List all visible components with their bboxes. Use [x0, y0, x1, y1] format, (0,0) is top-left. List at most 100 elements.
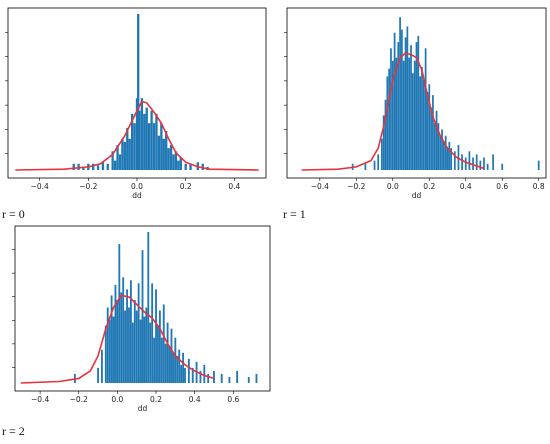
- panel-caption-r0: r = 0: [2, 207, 25, 221]
- histogram-bar: [112, 316, 115, 383]
- x-tick-label: −0.2: [70, 395, 88, 404]
- histogram-bar: [364, 163, 367, 170]
- histogram-bar: [236, 370, 239, 383]
- histogram-bar: [165, 131, 168, 170]
- histogram-bar: [139, 319, 142, 383]
- histogram-bar: [468, 151, 471, 170]
- histogram-bar: [138, 110, 141, 170]
- histogram-bar: [386, 76, 389, 170]
- histogram-bar: [168, 346, 171, 383]
- histogram-bar: [176, 355, 179, 383]
- histogram-bar: [106, 307, 109, 383]
- histogram-bar: [203, 364, 206, 383]
- histogram-bar: [439, 135, 442, 170]
- histogram-bar: [444, 135, 447, 170]
- histogram-bar: [390, 48, 392, 170]
- x-axis-label: dd: [132, 191, 142, 200]
- histogram-bar: [184, 367, 186, 383]
- x-tick-label: −0.4: [31, 395, 49, 404]
- histogram-bar: [442, 141, 445, 170]
- histogram-bar: [133, 123, 136, 170]
- histogram-bar: [72, 163, 75, 170]
- histogram-chart-r0: −0.4 −0.2 0.0 0.2 0.4 dd: [5, 7, 267, 200]
- x-tick-label: 0.4: [189, 395, 201, 404]
- histogram-bar: [135, 310, 138, 383]
- histogram-bar: [399, 17, 401, 171]
- histogram-panel-r0: −0.4 −0.2 0.0 0.2 0.4 dd: [0, 0, 270, 200]
- histogram-bar: [401, 29, 403, 170]
- histogram-bar: [475, 154, 478, 170]
- histogram-bar: [448, 141, 451, 170]
- histogram-bar: [393, 32, 396, 170]
- kde-curve: [301, 52, 485, 171]
- histogram-bar: [404, 37, 407, 171]
- histogram-bar: [410, 45, 412, 171]
- histogram-bar: [131, 322, 134, 383]
- x-tick-label: −0.2: [347, 182, 365, 191]
- histogram-bar: [428, 84, 431, 170]
- histogram-bar: [96, 165, 100, 170]
- histogram-bar: [101, 349, 103, 383]
- histogram-bar: [377, 154, 380, 170]
- histogram-bar: [118, 154, 122, 170]
- histogram-bar: [199, 370, 202, 383]
- x-tick-label: 0.4: [460, 182, 472, 191]
- histogram-bar: [255, 373, 258, 383]
- histogram-bar: [441, 129, 443, 170]
- histogram-bar: [157, 325, 159, 383]
- histogram-bar: [184, 163, 187, 170]
- histogram-bar: [143, 113, 146, 170]
- histogram-panel-r1: −0.4 −0.2 0.0 0.2 0.4 0.6 0.8 dd: [283, 0, 550, 205]
- histogram-bar: [114, 284, 117, 383]
- x-tick-label: 0.0: [131, 182, 143, 191]
- histogram-bar: [162, 138, 165, 170]
- histogram-bar: [145, 107, 148, 170]
- x-tick-label: −0.4: [31, 182, 49, 191]
- x-axis-label: dd: [412, 191, 422, 200]
- x-tick-label: 0.8: [533, 182, 545, 191]
- histogram-bar: [174, 337, 177, 383]
- histogram-bar: [155, 113, 158, 170]
- histogram-bar: [166, 322, 169, 383]
- histogram-bar: [167, 148, 170, 170]
- histogram-bar: [417, 35, 420, 171]
- histogram-bar: [153, 337, 156, 383]
- histogram-bar: [220, 373, 223, 383]
- histogram-bar: [97, 367, 99, 383]
- x-tick-label: 0.0: [111, 395, 123, 404]
- histogram-bar: [435, 110, 438, 170]
- histogram-bar: [537, 160, 540, 170]
- histogram-bar: [207, 373, 210, 383]
- histogram-bar: [150, 110, 153, 170]
- histogram-bar: [492, 154, 494, 170]
- histogram-bar: [141, 250, 144, 383]
- kde-curve: [20, 294, 215, 384]
- x-tick-label: −0.4: [311, 182, 329, 191]
- histogram-bar: [116, 299, 119, 383]
- histogram-bar: [145, 307, 148, 383]
- histogram-bar: [415, 42, 418, 170]
- histogram-bar: [413, 60, 416, 170]
- histogram-bar: [121, 138, 124, 170]
- histogram-bar: [201, 163, 204, 170]
- histogram-bar: [395, 57, 398, 170]
- histogram-bar: [137, 283, 140, 383]
- histogram-bar: [247, 376, 250, 383]
- axes-frame: [286, 7, 547, 179]
- histogram-bar: [169, 145, 173, 170]
- x-tick-label: 0.2: [180, 182, 192, 191]
- histogram-bar: [129, 280, 132, 383]
- histogram-bar: [128, 138, 131, 170]
- x-tick-label: 0.6: [227, 395, 239, 404]
- histogram-bar: [411, 73, 414, 170]
- histogram-bar: [178, 349, 181, 383]
- histogram-bar: [104, 325, 107, 383]
- histogram-bar: [402, 60, 405, 170]
- x-tick-label: 0.0: [387, 182, 399, 191]
- histogram-bar: [128, 307, 130, 383]
- x-tick-label: 0.6: [496, 182, 508, 191]
- histogram-bar: [170, 328, 173, 383]
- histogram-bar: [101, 162, 105, 170]
- histogram-bar: [419, 76, 422, 170]
- histogram-bar: [82, 166, 85, 170]
